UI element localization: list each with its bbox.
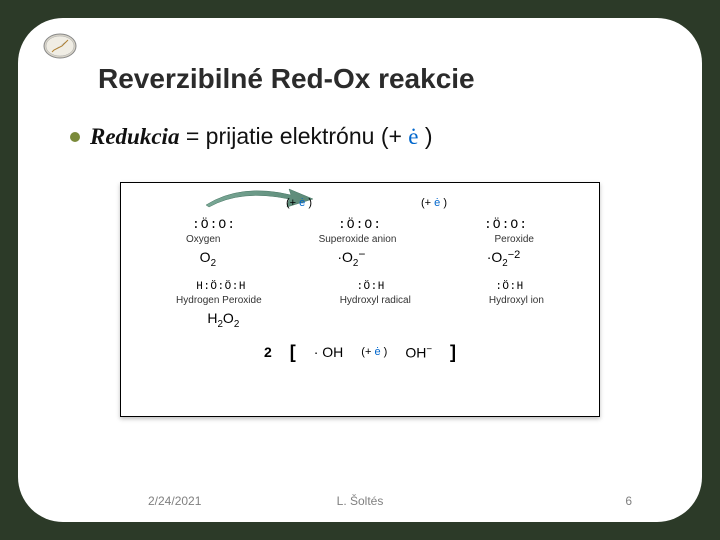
plus-e-label-3: (+ ė )	[361, 346, 387, 358]
formula-oxygen: O2	[200, 249, 216, 269]
footer-author: L. Šoltés	[337, 494, 384, 508]
name-peroxide: Peroxide	[494, 234, 533, 245]
lewis-oh-radical: :Ö:H	[356, 281, 384, 293]
electron-symbol: ė	[408, 124, 418, 149]
arrow-row: (+ ė ) (+ ė )	[131, 191, 589, 217]
bullet-rest-after: )	[419, 123, 433, 149]
name-superoxide: Superoxide anion	[319, 234, 397, 245]
diagram-box: (+ ė ) (+ ė ) :Ö:O: :Ö:O: :Ö:O: Oxygen S…	[120, 182, 600, 417]
name-h2o2: Hydrogen Peroxide	[176, 295, 262, 306]
formulas-row-1: O2 ·O2− ·O2−2	[131, 247, 589, 275]
bracket-close: ]	[450, 342, 456, 363]
plus-e-label-1: (+ ė )	[286, 197, 312, 209]
names-row-1: Oxygen Superoxide anion Peroxide	[131, 232, 589, 247]
footer-date: 2/24/2021	[148, 494, 201, 508]
names-row-2: Hydrogen Peroxide Hydroxyl radical Hydro…	[131, 293, 589, 308]
coefficient-2: 2	[264, 344, 272, 360]
name-oxygen: Oxygen	[186, 234, 220, 245]
formula-oh-radical: · OH	[314, 344, 344, 360]
formula-peroxide: ·O2−2	[487, 249, 521, 269]
plus-e-label-2: (+ ė )	[421, 197, 447, 209]
footer-page-number: 6	[625, 494, 632, 508]
term-redukcia: Redukcia	[90, 124, 179, 149]
formula-superoxide: ·O2−	[337, 249, 365, 269]
bracket-open: [	[290, 342, 296, 363]
name-oh-radical: Hydroxyl radical	[340, 295, 411, 306]
formula-oh-ion: OH−	[405, 344, 432, 361]
bullet-line: Redukcia = prijatie elektrónu (+ ė )	[70, 123, 662, 150]
final-equation-row: 2 [ · OH (+ ė ) OH− ]	[131, 342, 589, 363]
formula-h2o2: H2O2	[207, 310, 239, 330]
lewis-row-2: H:Ö:Ö:H :Ö:H :Ö:H	[131, 281, 589, 293]
lewis-peroxide: :Ö:O:	[484, 217, 528, 232]
formulas-row-2: H2O2	[131, 308, 589, 336]
slide-title: Reverzibilné Red-Ox reakcie	[98, 63, 662, 95]
lewis-row-1: :Ö:O: :Ö:O: :Ö:O:	[131, 217, 589, 232]
bullet-rest-before: = prijatie elektrónu (+	[179, 123, 408, 149]
slide-panel: Reverzibilné Red-Ox reakcie Redukcia = p…	[18, 18, 702, 522]
lewis-superoxide: :Ö:O:	[338, 217, 382, 232]
bullet-text: Redukcia = prijatie elektrónu (+ ė )	[90, 123, 433, 150]
name-oh-ion: Hydroxyl ion	[489, 295, 544, 306]
lewis-h2o2: H:Ö:Ö:H	[196, 281, 246, 293]
bullet-marker	[70, 132, 80, 142]
lewis-oxygen: :Ö:O:	[192, 217, 236, 232]
lewis-oh-ion: :Ö:H	[495, 281, 523, 293]
compass-icon	[36, 28, 84, 64]
